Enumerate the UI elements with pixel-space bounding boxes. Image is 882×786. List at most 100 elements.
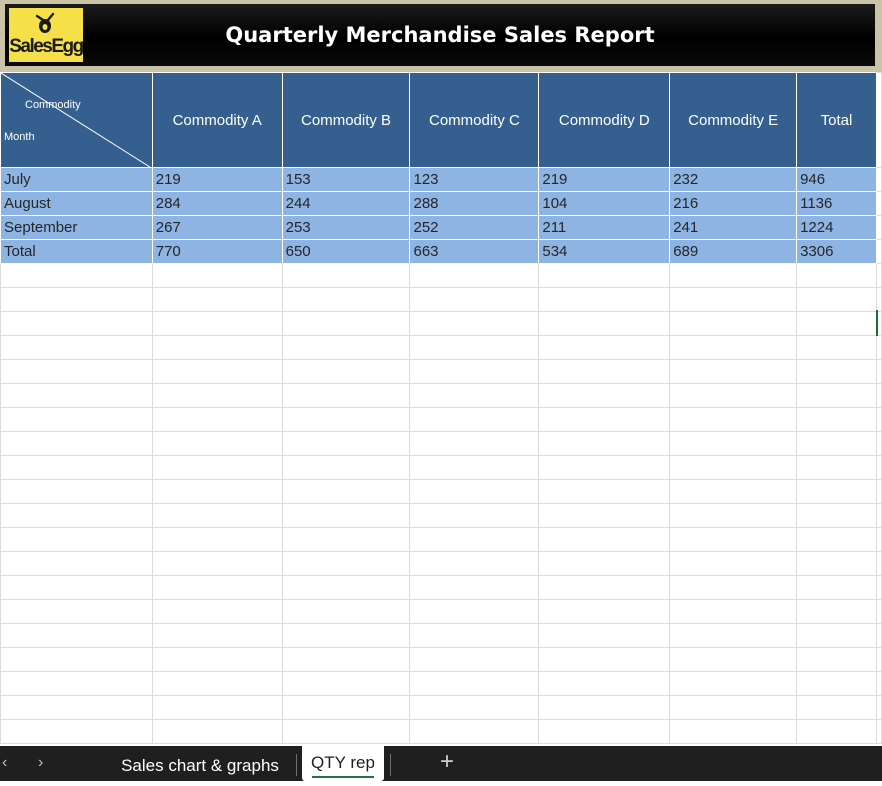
row-label-cell[interactable]: Total xyxy=(0,239,153,264)
empty-cell[interactable] xyxy=(409,263,540,288)
empty-cell[interactable] xyxy=(281,695,411,720)
empty-cell[interactable] xyxy=(409,383,540,408)
sheet-tab-sales-chart[interactable]: Sales chart & graphs xyxy=(108,746,292,781)
empty-cell[interactable] xyxy=(409,407,540,432)
empty-cell[interactable] xyxy=(0,335,153,360)
empty-cell[interactable] xyxy=(669,719,798,744)
empty-cell[interactable] xyxy=(409,599,540,624)
empty-cell[interactable] xyxy=(0,671,153,696)
empty-cell[interactable] xyxy=(0,383,153,408)
empty-cell[interactable] xyxy=(0,479,153,504)
column-header[interactable]: Commodity E xyxy=(669,72,798,168)
empty-cell[interactable] xyxy=(875,527,882,552)
empty-cell[interactable] xyxy=(875,599,882,624)
empty-cell[interactable] xyxy=(409,503,540,528)
empty-cell[interactable] xyxy=(281,383,411,408)
column-header[interactable]: Commodity B xyxy=(281,72,411,168)
value-cell[interactable]: 288 xyxy=(409,191,540,216)
empty-cell[interactable] xyxy=(151,407,283,432)
empty-cell[interactable] xyxy=(796,671,877,696)
empty-cell[interactable] xyxy=(669,527,798,552)
empty-cell[interactable] xyxy=(669,407,798,432)
column-header[interactable]: Total xyxy=(796,72,877,168)
empty-cell[interactable] xyxy=(796,431,877,456)
empty-cell[interactable] xyxy=(0,287,153,312)
empty-cell[interactable] xyxy=(538,719,671,744)
empty-cell[interactable] xyxy=(151,311,283,336)
empty-cell[interactable] xyxy=(669,647,798,672)
value-cell[interactable]: 232 xyxy=(669,167,798,192)
empty-cell[interactable] xyxy=(409,455,540,480)
empty-cell[interactable] xyxy=(409,575,540,600)
empty-cell[interactable] xyxy=(875,407,882,432)
empty-cell[interactable] xyxy=(538,599,671,624)
empty-cell[interactable] xyxy=(281,407,411,432)
value-cell[interactable]: 219 xyxy=(151,167,283,192)
empty-cell[interactable] xyxy=(796,647,877,672)
empty-cell[interactable] xyxy=(0,503,153,528)
empty-cell[interactable] xyxy=(875,671,882,696)
column-header[interactable]: Commodity A xyxy=(151,72,283,168)
empty-cell[interactable] xyxy=(151,431,283,456)
chevron-right-icon[interactable]: › xyxy=(38,754,44,771)
empty-cell[interactable] xyxy=(538,383,671,408)
empty-cell[interactable] xyxy=(151,263,283,288)
value-cell[interactable]: 252 xyxy=(409,215,540,240)
empty-cell[interactable] xyxy=(0,695,153,720)
value-cell[interactable]: 534 xyxy=(538,239,671,264)
empty-cell[interactable] xyxy=(409,647,540,672)
empty-cell[interactable] xyxy=(669,623,798,648)
empty-cell[interactable] xyxy=(875,167,882,192)
empty-cell[interactable] xyxy=(796,599,877,624)
empty-cell[interactable] xyxy=(875,455,882,480)
empty-cell[interactable] xyxy=(669,383,798,408)
empty-cell[interactable] xyxy=(875,263,882,288)
empty-cell[interactable] xyxy=(796,287,877,312)
empty-cell[interactable] xyxy=(0,527,153,552)
empty-cell[interactable] xyxy=(669,551,798,576)
empty-cell[interactable] xyxy=(409,431,540,456)
empty-cell[interactable] xyxy=(281,719,411,744)
empty-cell[interactable] xyxy=(281,287,411,312)
empty-cell[interactable] xyxy=(409,623,540,648)
column-header[interactable]: Commodity D xyxy=(538,72,671,168)
empty-cell[interactable] xyxy=(875,239,882,264)
empty-cell[interactable] xyxy=(151,575,283,600)
empty-cell[interactable] xyxy=(796,407,877,432)
value-cell[interactable]: 284 xyxy=(151,191,283,216)
value-cell[interactable]: 650 xyxy=(281,239,411,264)
empty-cell[interactable] xyxy=(538,551,671,576)
empty-cell[interactable] xyxy=(875,72,882,168)
empty-cell[interactable] xyxy=(875,191,882,216)
empty-cell[interactable] xyxy=(538,647,671,672)
empty-cell[interactable] xyxy=(875,719,882,744)
empty-cell[interactable] xyxy=(796,383,877,408)
empty-cell[interactable] xyxy=(0,599,153,624)
empty-cell[interactable] xyxy=(875,575,882,600)
empty-cell[interactable] xyxy=(669,311,798,336)
empty-cell[interactable] xyxy=(0,551,153,576)
empty-cell[interactable] xyxy=(281,455,411,480)
empty-cell[interactable] xyxy=(538,503,671,528)
empty-cell[interactable] xyxy=(409,551,540,576)
empty-cell[interactable] xyxy=(669,431,798,456)
empty-cell[interactable] xyxy=(151,623,283,648)
empty-cell[interactable] xyxy=(669,359,798,384)
empty-cell[interactable] xyxy=(538,455,671,480)
empty-cell[interactable] xyxy=(669,575,798,600)
empty-cell[interactable] xyxy=(796,311,877,336)
empty-cell[interactable] xyxy=(538,263,671,288)
empty-cell[interactable] xyxy=(669,671,798,696)
row-label-cell[interactable]: July xyxy=(0,167,153,192)
empty-cell[interactable] xyxy=(409,479,540,504)
empty-cell[interactable] xyxy=(538,359,671,384)
empty-cell[interactable] xyxy=(151,671,283,696)
empty-cell[interactable] xyxy=(875,695,882,720)
empty-cell[interactable] xyxy=(0,575,153,600)
empty-cell[interactable] xyxy=(281,599,411,624)
value-cell[interactable]: 3306 xyxy=(796,239,877,264)
empty-cell[interactable] xyxy=(409,335,540,360)
empty-cell[interactable] xyxy=(875,383,882,408)
empty-cell[interactable] xyxy=(796,335,877,360)
row-label-cell[interactable]: August xyxy=(0,191,153,216)
